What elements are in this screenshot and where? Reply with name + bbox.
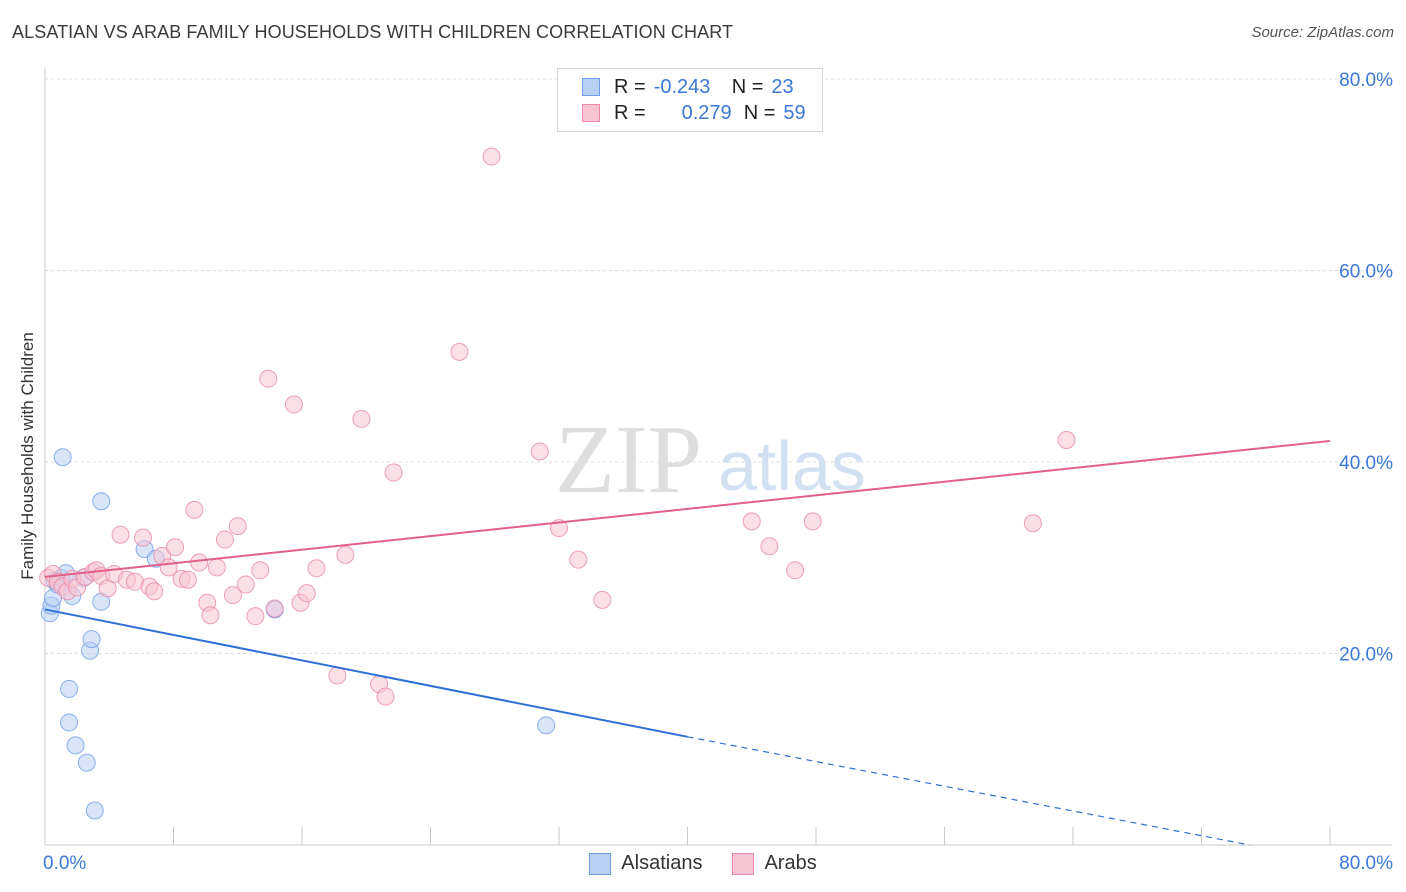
point-arabs	[1023, 514, 1042, 533]
bottom-legend-label-arabs: Arabs	[764, 852, 817, 874]
trend-line-alsatians-extension	[687, 736, 1250, 846]
point-arabs	[569, 550, 588, 569]
point-arabs	[207, 558, 226, 577]
bottom-legend-arabs: Arabs	[732, 852, 817, 875]
point-arabs	[742, 512, 761, 531]
legend-n-label: N =	[743, 101, 776, 124]
point-arabs	[133, 528, 152, 547]
legend-swatch-arabs	[582, 104, 600, 122]
point-alsatians	[60, 713, 79, 732]
watermark-zip: ZIP	[555, 406, 702, 514]
grid	[45, 78, 1392, 654]
point-arabs	[185, 500, 204, 519]
point-arabs	[145, 582, 164, 601]
point-alsatians	[537, 716, 556, 735]
point-alsatians	[66, 736, 85, 755]
legend-row-arabs: R = 0.279 N = 59	[582, 101, 806, 125]
bottom-legend-swatch-alsatians	[589, 852, 612, 875]
watermark: ZIP atlas	[555, 406, 866, 514]
point-arabs	[760, 537, 779, 556]
legend-n-value: 59	[783, 101, 806, 124]
x-tick-label-min: 0.0%	[43, 853, 86, 874]
y-tick-label: 20.0%	[1339, 645, 1393, 666]
y-axis-label: Family Households with Children	[18, 332, 37, 580]
data-points	[39, 147, 1076, 820]
point-arabs	[336, 545, 355, 564]
point-arabs	[178, 570, 197, 589]
point-arabs	[482, 147, 501, 166]
source-label: Source: ZipAtlas.com	[1251, 24, 1394, 41]
point-arabs	[228, 517, 247, 536]
point-arabs	[223, 586, 242, 605]
bottom-legend-label-alsatians: Alsatians	[621, 852, 703, 874]
point-arabs	[166, 538, 185, 557]
point-arabs	[259, 369, 278, 388]
point-arabs	[786, 561, 805, 580]
point-alsatians	[85, 801, 104, 820]
point-arabs	[1057, 430, 1076, 449]
point-arabs	[352, 409, 371, 428]
point-arabs	[265, 599, 284, 618]
point-arabs	[384, 463, 403, 482]
legend-row-alsatians: R = -0.243 N = 23	[582, 75, 794, 99]
legend: R = -0.243 N = 23 R = 0.279 N = 59	[557, 68, 823, 132]
y-tick-label: 40.0%	[1339, 453, 1393, 474]
point-arabs	[236, 575, 255, 594]
axes	[44, 68, 1392, 846]
trend-line-alsatians	[44, 608, 688, 738]
point-arabs	[190, 553, 209, 572]
point-alsatians	[53, 448, 72, 467]
bottom-legend: Alsatians Arabs	[0, 852, 1406, 875]
point-arabs	[284, 395, 303, 414]
point-arabs	[201, 606, 220, 625]
point-arabs	[307, 559, 326, 578]
bottom-legend-swatch-arabs	[732, 852, 755, 875]
chart-title: ALSATIAN VS ARAB FAMILY HOUSEHOLDS WITH …	[12, 22, 734, 42]
point-alsatians	[60, 679, 79, 698]
point-arabs	[530, 442, 549, 461]
point-arabs	[251, 561, 270, 580]
point-arabs	[593, 590, 612, 609]
trend-line-arabs	[44, 439, 1331, 578]
point-arabs	[450, 342, 469, 361]
point-alsatians	[77, 753, 96, 772]
point-arabs	[803, 512, 822, 531]
point-arabs	[111, 525, 130, 544]
y-tick-label: 80.0%	[1339, 70, 1393, 91]
x-tick-label-max: 80.0%	[1339, 853, 1393, 874]
legend-n-value: 23	[771, 75, 794, 98]
legend-r-label: R =	[614, 101, 646, 124]
y-tick-label: 60.0%	[1339, 262, 1393, 283]
legend-r-label: R =	[614, 75, 646, 98]
point-arabs	[215, 530, 234, 549]
legend-n-label: N =	[731, 75, 764, 98]
legend-r-value: 0.279	[681, 101, 732, 124]
point-arabs	[376, 687, 395, 706]
legend-swatch-alsatians	[582, 78, 600, 96]
point-alsatians	[92, 492, 111, 511]
point-arabs	[246, 607, 265, 626]
legend-r-value: -0.243	[653, 75, 711, 98]
point-alsatians	[82, 630, 101, 649]
tick-labels: 20.0% 40.0% 60.0% 80.0% 0.0% 80.0%	[43, 70, 1393, 874]
bottom-legend-alsatians: Alsatians	[589, 852, 702, 875]
trend-lines	[44, 439, 1331, 846]
point-arabs	[297, 584, 316, 603]
